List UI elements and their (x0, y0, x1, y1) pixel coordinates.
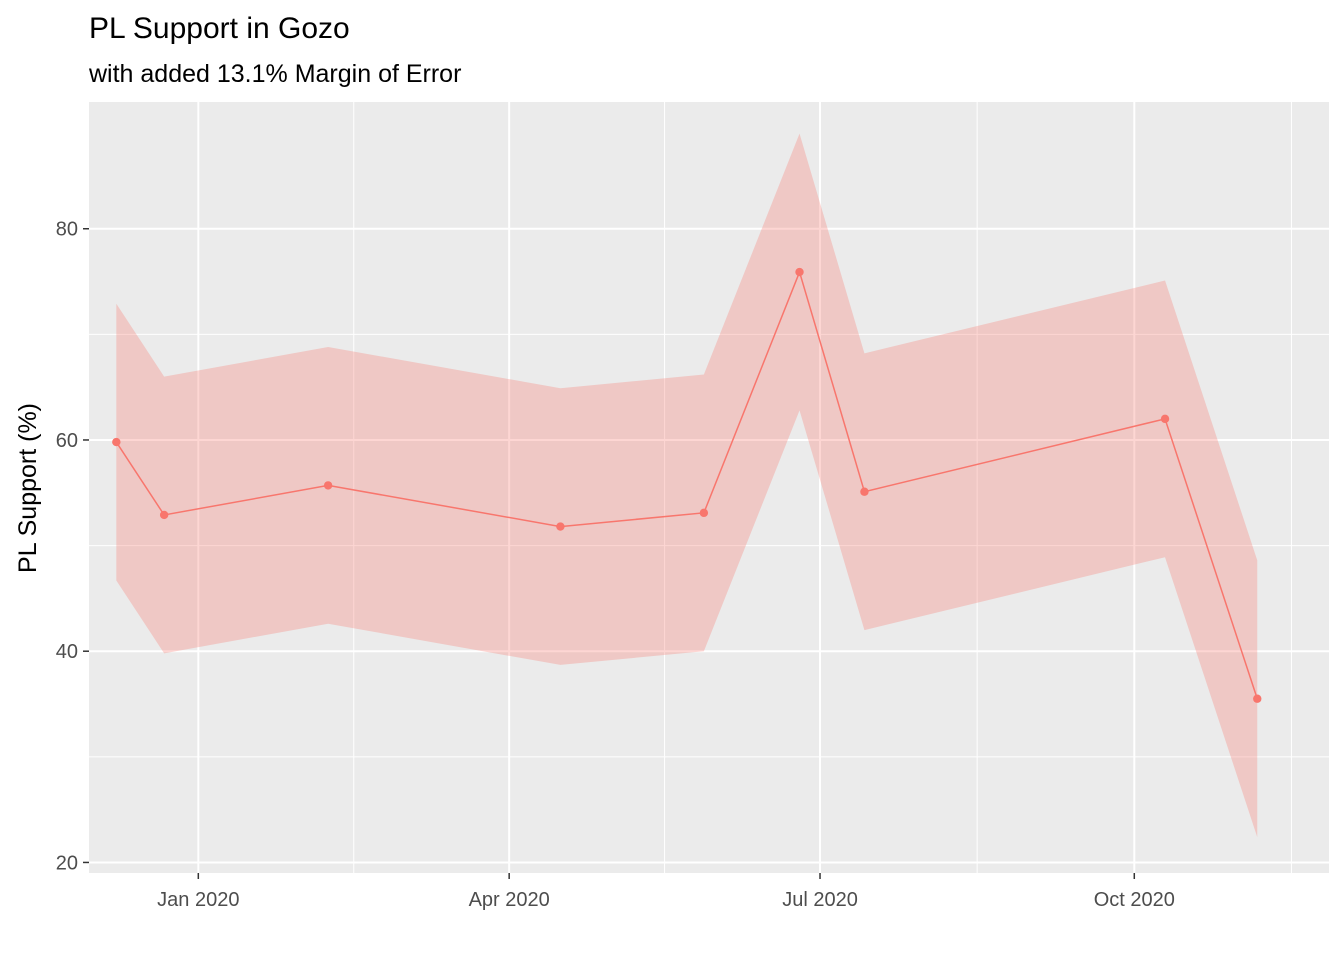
minor-gridlines (89, 102, 1329, 873)
y-tick-label: 60 (56, 430, 78, 452)
data-point (699, 508, 709, 518)
y-tick-label: 80 (56, 219, 78, 241)
major-gridlines (89, 102, 1329, 873)
plot-panel (89, 102, 1329, 873)
data-point (556, 522, 565, 531)
ribbon-layer (116, 133, 1258, 838)
x-tick-label: Jan 2020 (157, 889, 239, 911)
x-tick-label: Oct 2020 (1094, 889, 1175, 911)
error-ribbon (116, 133, 1258, 838)
point-layer (112, 267, 1262, 703)
x-tick-label: Jul 2020 (782, 889, 858, 911)
data-point (323, 481, 333, 490)
chart-title: PL Support in Gozo (89, 12, 350, 45)
data-point (1160, 414, 1170, 424)
data-point (1253, 694, 1262, 703)
y-axis-title: PL Support (%) (14, 403, 42, 573)
y-tick-label: 40 (56, 641, 78, 663)
chart-subtitle: with added 13.1% Margin of Error (89, 60, 462, 88)
y-tick-label: 20 (56, 852, 78, 874)
axis-layer: Jan 2020 Apr 2020 Jul 2020 Oct 2020 20 40 60 80 (56, 219, 1175, 911)
data-point (112, 437, 121, 447)
x-tick-label: Apr 2020 (469, 889, 550, 911)
data-point (795, 267, 804, 277)
data-point (159, 510, 169, 520)
data-point (860, 487, 869, 496)
